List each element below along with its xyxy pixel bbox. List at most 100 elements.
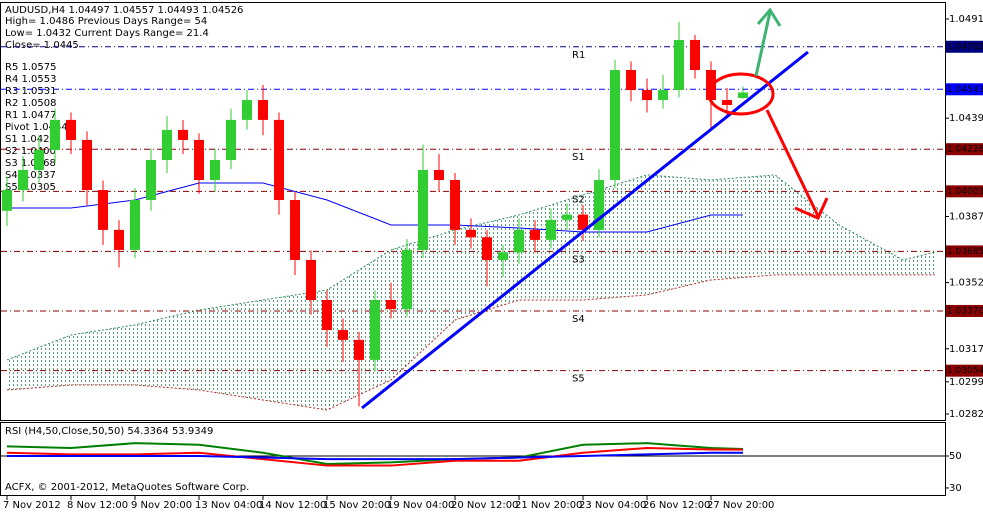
candle-body (290, 200, 300, 260)
candle-body (498, 252, 508, 260)
candle-body (178, 129, 188, 140)
candle-body (450, 179, 460, 230)
y-tick-label: 1.03870 (949, 211, 983, 222)
level-box (946, 83, 983, 96)
candle-body (34, 149, 44, 170)
candle-body (482, 237, 492, 260)
x-tick-label: 20 Nov 12:00 (451, 500, 518, 511)
x-tick-label: 7 Nov 2012 (3, 500, 61, 511)
x-tick-label: 27 Nov 20:00 (707, 500, 774, 511)
down-arrow (765, 109, 820, 217)
y-tick-label: 1.04390 (949, 113, 983, 124)
x-tick-label: 26 Nov 12:00 (643, 500, 710, 511)
candle-body (50, 119, 60, 150)
y-tick-label: 1.02825 (949, 409, 983, 420)
candle-body (226, 119, 236, 160)
candle-body (562, 214, 572, 220)
level-label: 1.04543 (947, 85, 983, 95)
rsi-title: RSI (H4,50,Close,50,50) 54.3364 53.9349 (5, 426, 213, 437)
candle-body (642, 90, 652, 101)
pivot-label: S1 1.0423 (5, 134, 56, 145)
candle-body (2, 190, 12, 211)
candle-body (690, 39, 700, 71)
candle-body (306, 259, 316, 300)
info-line: Close= 1.0445 (5, 40, 79, 51)
candle-body (66, 119, 76, 140)
down-arrow-head (794, 197, 829, 220)
pivot-label: S5 1.0305 (5, 182, 56, 193)
level-name: S1 (572, 152, 585, 163)
level-box (946, 304, 983, 317)
y-tick-label: 1.02995 (949, 377, 983, 388)
pivot-label: S4 1.0337 (5, 170, 56, 181)
candle-body (146, 159, 156, 201)
candle-body (658, 90, 668, 101)
rsi-tick-label: 50 (949, 451, 962, 462)
pivot-label: R3 1.0531 (5, 86, 56, 97)
candle-body (466, 229, 476, 238)
candle-body (386, 299, 396, 310)
candle-body (530, 229, 540, 240)
candle-body (130, 200, 140, 250)
level-name: S5 (572, 374, 585, 385)
level-label: 1.03685 (947, 247, 983, 257)
info-line: High= 1.0486 Previous Days Range= 54 (5, 16, 207, 27)
x-tick-label: 15 Nov 20:00 (323, 500, 390, 511)
level-label: 1.04003 (947, 187, 983, 197)
trendline (361, 50, 809, 410)
x-tick-label: 23 Nov 04:00 (579, 500, 646, 511)
candle-body (738, 92, 748, 98)
x-tick-label: 21 Nov 20:00 (515, 500, 582, 511)
y-tick-label: 1.03170 (949, 344, 983, 355)
candle-body (98, 190, 108, 230)
main-frame (0, 2, 946, 421)
rsi-line (7, 451, 743, 461)
pivot-label: R5 1.0575 (5, 62, 56, 73)
highlight-circle (707, 72, 775, 116)
candle-body (322, 299, 332, 331)
pivot-label: R4 1.0553 (5, 74, 56, 85)
chart-title: AUDUSD,H4 1.04497 1.04557 1.04493 1.0452… (5, 5, 243, 16)
candle-body (338, 330, 348, 340)
rsi-line (6, 446, 744, 467)
candle-body (514, 229, 524, 253)
x-tick-label: 8 Nov 12:00 (67, 500, 128, 511)
candle-body (18, 169, 28, 191)
y-tick-label: 1.03520 (949, 278, 983, 289)
candle-body (210, 159, 220, 180)
candle-body (722, 100, 732, 105)
candle-body (82, 139, 92, 191)
candle-body (194, 139, 204, 180)
pivot-label: S2 1.0400 (5, 146, 56, 157)
candle-body (546, 219, 556, 240)
copyright: ACFX, © 2001-2012, MetaQuotes Software C… (5, 482, 249, 493)
up-arrow-head (756, 7, 782, 27)
rsi-tick-label: 30 (949, 483, 962, 494)
candle-body (114, 229, 124, 250)
candle-body (434, 169, 444, 180)
rsi-line (6, 442, 744, 465)
cloud-upper (6, 174, 936, 361)
x-tick-label: 19 Nov 04:00 (387, 500, 454, 511)
x-tick-label: 14 Nov 12:00 (259, 500, 326, 511)
candle-body (594, 179, 604, 230)
candle-body (258, 100, 268, 120)
level-name: S2 (572, 194, 585, 205)
pivot-label: Pivot 1.0454 (5, 122, 68, 133)
x-tick-label: 13 Nov 04:00 (195, 500, 262, 511)
up-arrow (754, 11, 772, 77)
y-tick-label: 1.04915 (949, 14, 983, 25)
level-label: 1.03054 (947, 366, 983, 376)
candle-body (578, 214, 588, 230)
candle-body (626, 70, 636, 91)
level-box (946, 185, 983, 198)
pivot-label: R2 1.0508 (5, 98, 56, 109)
candle-body (674, 39, 684, 91)
level-name: S4 (572, 314, 585, 325)
candle-body (370, 299, 380, 360)
candle-body (610, 70, 620, 180)
level-box (946, 40, 983, 53)
candle-body (402, 249, 412, 310)
level-box (946, 143, 983, 156)
